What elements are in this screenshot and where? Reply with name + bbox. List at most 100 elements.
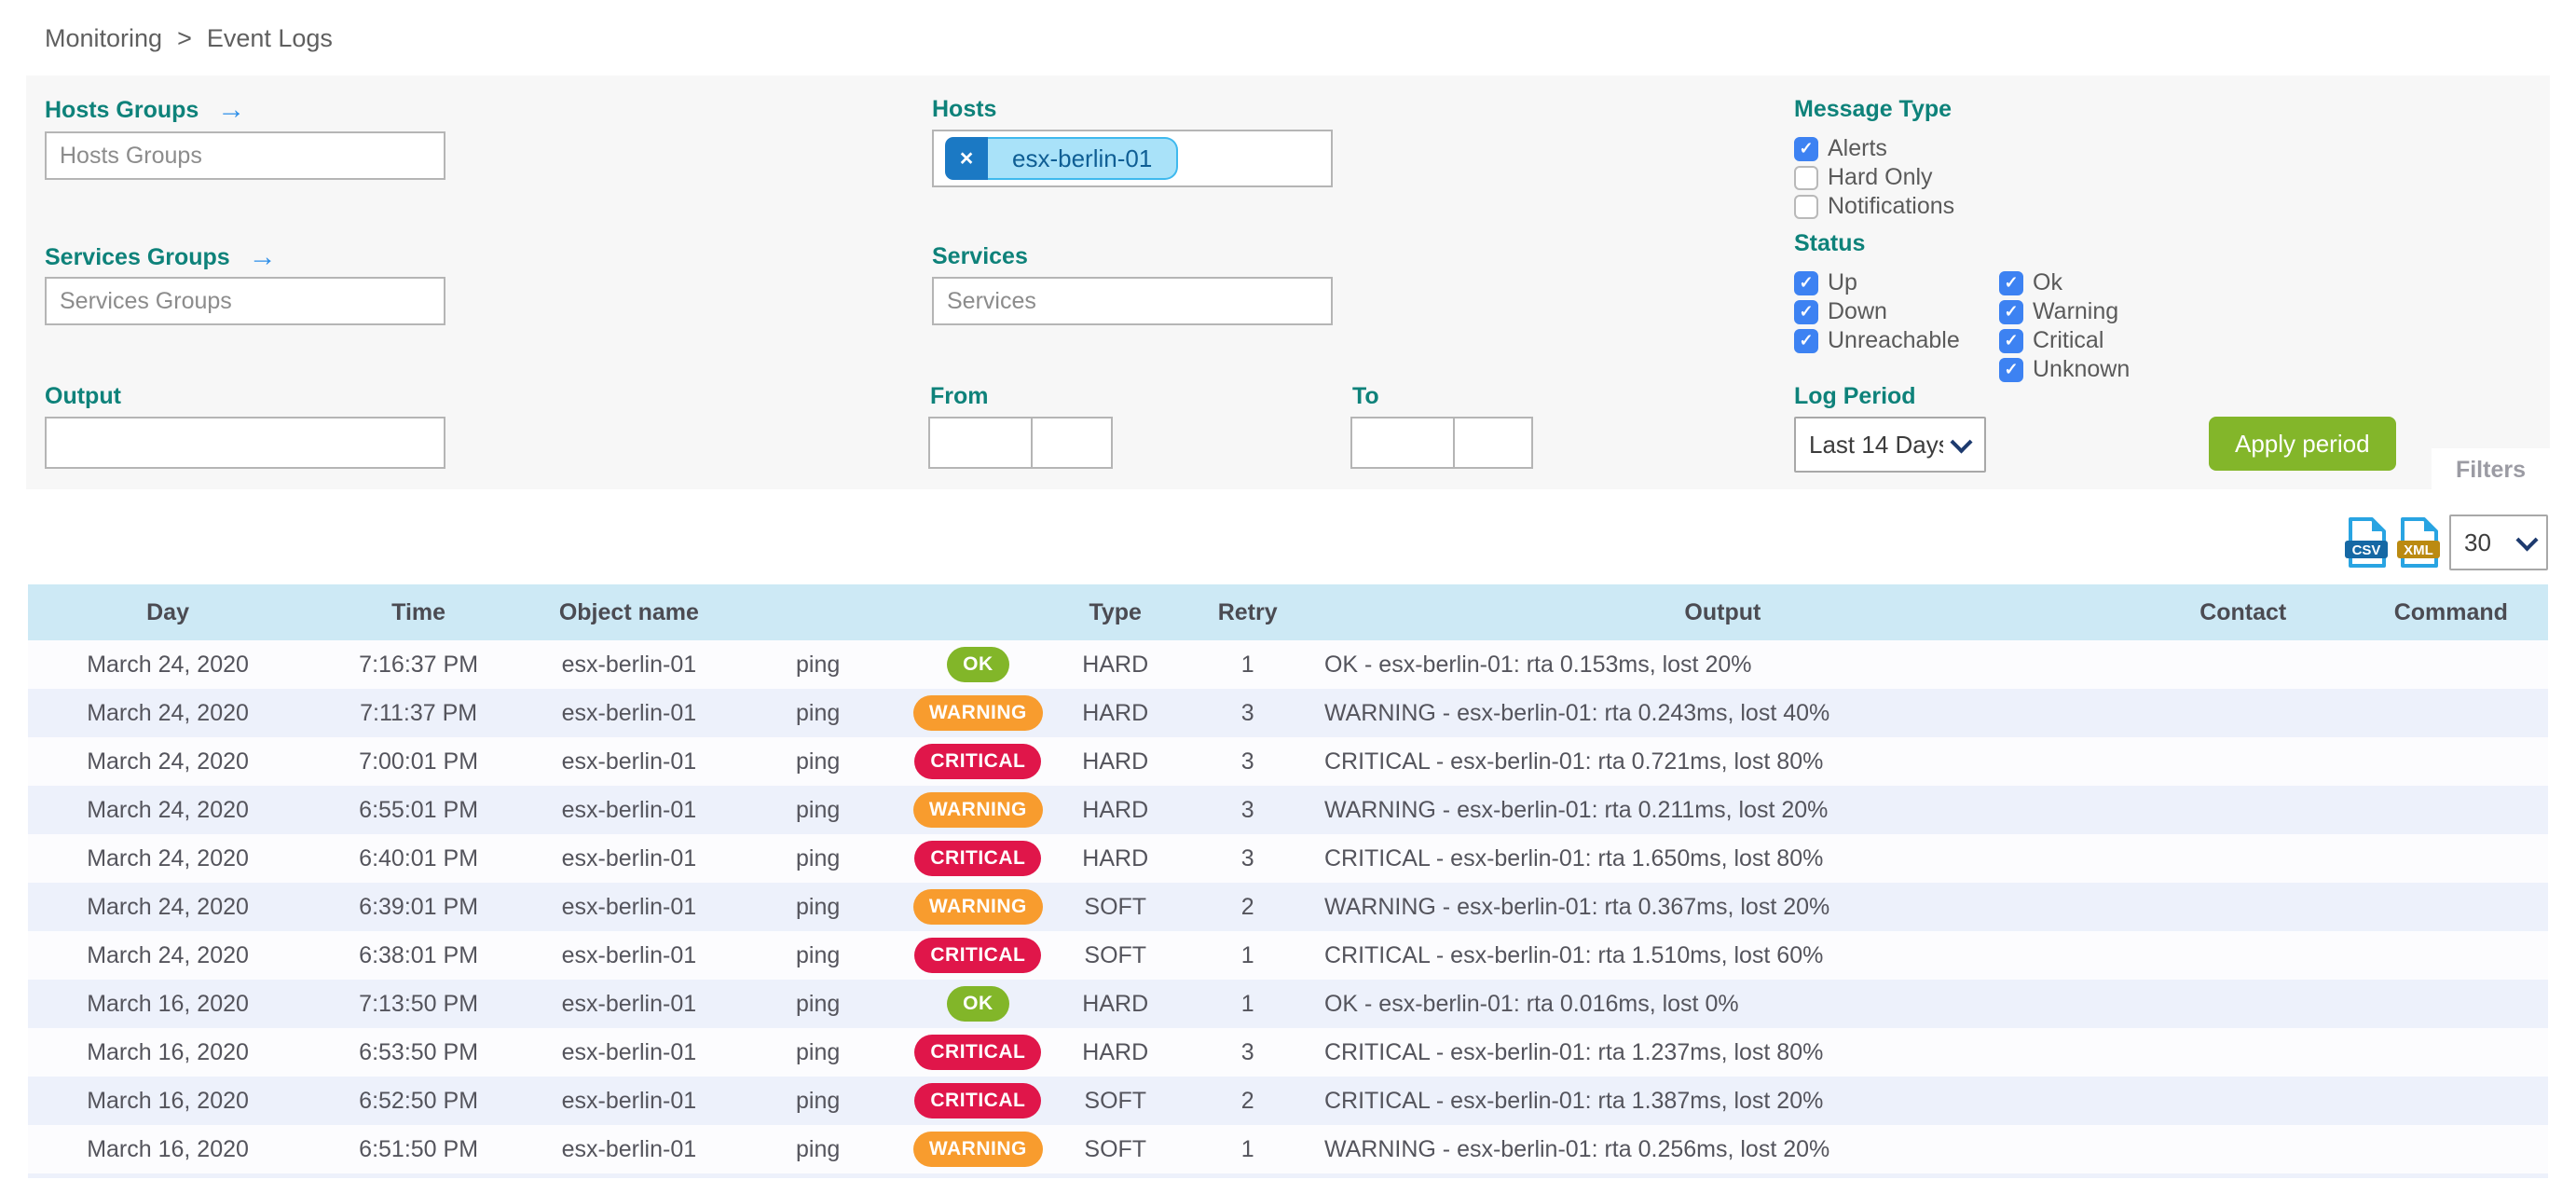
cell-retry: 3 <box>1240 1038 1254 1065</box>
export-xml-icon[interactable]: XML <box>2397 517 2440 568</box>
cell-object: esx-berlin-01 <box>561 941 697 968</box>
hosts-input[interactable]: × esx-berlin-01 <box>932 130 1333 187</box>
cell-object: esx-berlin-01 <box>561 893 697 920</box>
cell-object: esx-berlin-01 <box>561 796 697 823</box>
cell-output: CRITICAL - esx-berlin-01: rta 1.387ms, l… <box>1323 1087 1824 1114</box>
service-status-option-ok[interactable]: Ok <box>1999 268 2130 297</box>
cell-retry: 3 <box>1240 844 1254 871</box>
table-header-row: Day Time Object name Type Retry Output Contact… <box>28 584 2548 640</box>
event-row: March 16, 2020 6:51:50 PM esx-berlin-01 pin… <box>28 1125 2548 1173</box>
cell-day: March 24, 2020 <box>87 844 249 871</box>
host-status-column: Up Down Unreachable <box>1794 268 1999 384</box>
breadcrumb-item-monitoring[interactable]: Monitoring <box>45 24 163 52</box>
cell-service: ping <box>796 651 841 678</box>
hosts-groups-input[interactable] <box>45 131 445 180</box>
cell-retry: 3 <box>1240 748 1254 775</box>
cell-object: esx-berlin-01 <box>561 1135 697 1162</box>
cell-status: WARNING <box>908 889 1048 925</box>
checkbox-label: Unknown <box>2033 356 2131 382</box>
status-badge: WARNING <box>912 1132 1043 1167</box>
message-type-status-column: Message Type Alerts Hard Only Notificati… <box>1794 96 2130 384</box>
checkbox-icon[interactable] <box>1999 328 2023 353</box>
cell-retry: 3 <box>1240 796 1254 823</box>
service-status-option-critical[interactable]: Critical <box>1999 326 2130 355</box>
cell-type: HARD <box>1082 990 1149 1017</box>
cell-time: 6:51:50 PM <box>359 1135 479 1162</box>
from-time-input[interactable] <box>1031 417 1113 469</box>
host-status-option-unreachable[interactable]: Unreachable <box>1794 326 1999 355</box>
to-time-input[interactable] <box>1453 417 1533 469</box>
services-groups-arrow-icon[interactable]: → <box>248 241 277 272</box>
checkbox-icon[interactable] <box>1794 328 1818 353</box>
apply-period-button[interactable]: Apply period <box>2209 417 2396 471</box>
cell-day: March 16, 2020 <box>87 990 249 1017</box>
host-chip: × esx-berlin-01 <box>945 137 1179 180</box>
cell-type: SOFT <box>1084 1135 1147 1162</box>
cell-object: esx-berlin-01 <box>561 1038 697 1065</box>
checkbox-icon[interactable] <box>1794 270 1818 295</box>
output-input[interactable] <box>45 417 445 469</box>
cell-type: SOFT <box>1084 941 1147 968</box>
cell-output: CRITICAL - esx-berlin-01: rta 1.237ms, l… <box>1323 1038 1824 1065</box>
cell-service: ping <box>796 941 841 968</box>
export-toolbar: CSV XML 30 <box>28 514 2548 571</box>
svg-text:XML: XML <box>2404 542 2433 558</box>
service-status-column: Ok Warning Critical Unknown <box>1999 268 2130 384</box>
services-groups-input[interactable] <box>45 277 445 325</box>
hosts-groups-arrow-icon[interactable]: → <box>217 94 246 125</box>
column-header-time: Time <box>391 598 446 625</box>
cell-object: esx-berlin-01 <box>561 990 697 1017</box>
cell-type: SOFT <box>1084 893 1147 920</box>
checkbox-icon[interactable] <box>1999 270 2023 295</box>
remove-host-icon[interactable]: × <box>945 137 988 180</box>
host-status-option-down[interactable]: Down <box>1794 297 1999 326</box>
event-row: March 24, 2020 6:39:01 PM esx-berlin-01 pin… <box>28 883 2548 931</box>
page-size-select-wrap: 30 <box>2449 515 2548 570</box>
message-type-option-hard-only[interactable]: Hard Only <box>1794 163 2130 192</box>
log-period-select-wrap: Last 14 Days <box>1794 417 1986 473</box>
cell-retry: 2 <box>1240 1087 1254 1114</box>
log-period-select[interactable]: Last 14 Days <box>1794 417 1986 473</box>
status-badge: CRITICAL <box>914 1035 1042 1070</box>
checkbox-label: Hard Only <box>1828 164 1933 190</box>
host-status-option-up[interactable]: Up <box>1794 268 1999 297</box>
cell-retry: 1 <box>1240 651 1254 678</box>
message-type-option-notifications[interactable]: Notifications <box>1794 192 2130 221</box>
checkbox-icon[interactable] <box>1794 194 1818 219</box>
checkbox-icon[interactable] <box>1794 165 1818 190</box>
cell-object: esx-berlin-01 <box>561 748 697 775</box>
checkbox-icon[interactable] <box>1794 299 1818 324</box>
column-header-retry: Retry <box>1217 598 1278 625</box>
cell-type: HARD <box>1082 844 1149 871</box>
cell-output: OK - esx-berlin-01: rta 0.016ms, lost 0% <box>1323 990 1739 1017</box>
cell-type: HARD <box>1082 651 1149 678</box>
page-size-select[interactable]: 30 <box>2449 515 2548 570</box>
checkbox-icon[interactable] <box>1999 357 2023 382</box>
service-status-option-unknown[interactable]: Unknown <box>1999 355 2130 384</box>
cell-status: OK <box>908 986 1048 1022</box>
checkbox-label: Unreachable <box>1828 327 1960 353</box>
cell-retry: 3 <box>1240 699 1254 726</box>
to-date-input[interactable] <box>1350 417 1455 469</box>
service-status-option-warning[interactable]: Warning <box>1999 297 2130 326</box>
filters-tab[interactable]: Filters <box>2431 448 2550 489</box>
cell-status: OK <box>908 647 1048 682</box>
message-type-option-alerts[interactable]: Alerts <box>1794 134 2130 163</box>
status-badge: CRITICAL <box>914 744 1042 779</box>
cell-time: 7:00:01 PM <box>359 748 479 775</box>
cell-output: CRITICAL - esx-berlin-01: rta 0.721ms, l… <box>1323 748 1824 775</box>
services-input[interactable] <box>932 277 1333 325</box>
cell-day: March 24, 2020 <box>87 748 249 775</box>
cell-status: CRITICAL <box>908 1083 1048 1118</box>
checkbox-icon[interactable] <box>1794 136 1818 161</box>
cell-time: 6:40:01 PM <box>359 844 479 871</box>
cell-time: 6:55:01 PM <box>359 796 479 823</box>
cell-day: March 24, 2020 <box>87 941 249 968</box>
cell-object: esx-berlin-01 <box>561 844 697 871</box>
cell-day: March 24, 2020 <box>87 796 249 823</box>
export-csv-icon[interactable]: CSV <box>2345 517 2388 568</box>
event-row: March 24, 2020 7:00:01 PM esx-berlin-01 pin… <box>28 737 2548 786</box>
status-badge: OK <box>947 986 1009 1022</box>
from-date-input[interactable] <box>928 417 1033 469</box>
checkbox-icon[interactable] <box>1999 299 2023 324</box>
